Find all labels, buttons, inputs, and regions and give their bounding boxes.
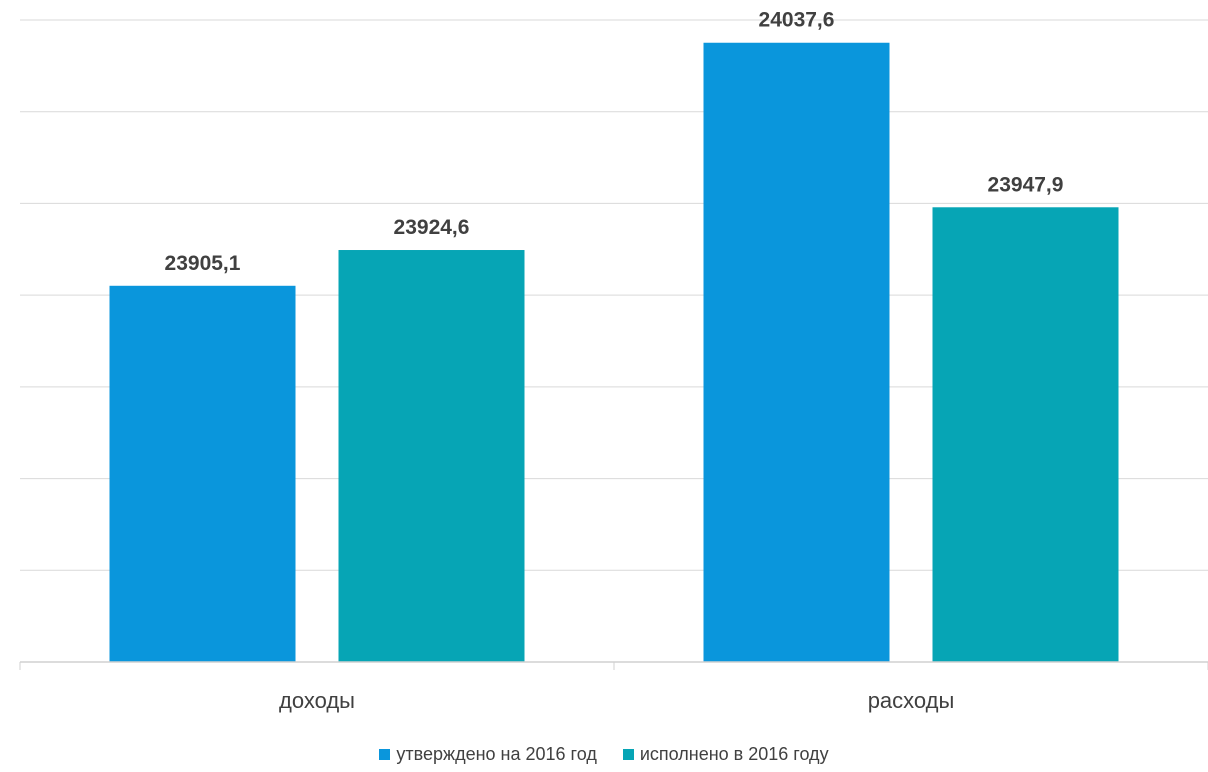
legend: утверждено на 2016 год исполнено в 2016 … — [0, 744, 1208, 765]
data-label: 24037,6 — [759, 9, 835, 32]
category-label: расходы — [868, 688, 955, 713]
bar-approved-1 — [703, 42, 890, 663]
bar-approved-0 — [109, 285, 296, 662]
x-axis — [19, 661, 1208, 670]
category-labels: доходы расходы — [279, 688, 954, 713]
bar-executed-0 — [338, 250, 525, 663]
data-label: 23924,6 — [394, 216, 470, 239]
data-label: 23905,1 — [165, 252, 241, 275]
legend-label-executed: исполнено в 2016 году — [639, 744, 829, 764]
legend-item-approved: утверждено на 2016 год — [379, 744, 597, 765]
legend-item-executed: исполнено в 2016 году — [622, 744, 829, 765]
legend-swatch-approved — [379, 749, 391, 760]
bars — [109, 42, 1119, 663]
category-label: доходы — [279, 688, 355, 713]
data-label: 23947,9 — [988, 173, 1064, 196]
legend-swatch-executed — [622, 749, 634, 760]
legend-label-approved: утверждено на 2016 год — [396, 744, 597, 764]
bar-executed-1 — [932, 207, 1119, 662]
value-labels: 23905,1 23924,6 24037,6 23947,9 — [165, 9, 1064, 275]
